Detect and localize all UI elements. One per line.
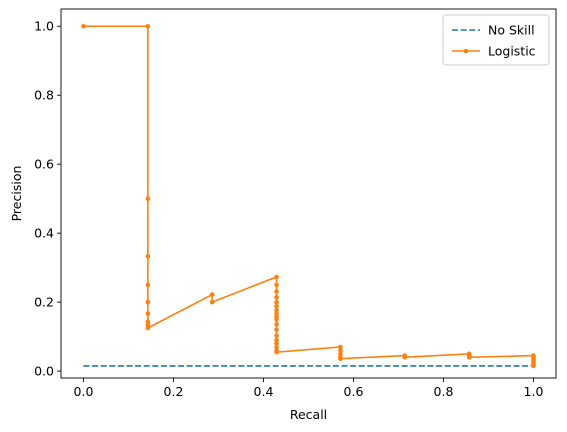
data-point (274, 283, 279, 288)
data-point (274, 295, 279, 300)
data-point (274, 275, 279, 280)
data-point (146, 254, 151, 259)
x-tick-label: 0.6 (344, 384, 364, 399)
legend-label-no-skill: No Skill (488, 23, 535, 38)
x-tick-label: 0.2 (164, 384, 184, 399)
legend-label-logistic: Logistic (488, 44, 536, 59)
y-axis-label: Precision (9, 166, 24, 222)
data-point (146, 311, 151, 316)
data-point (146, 24, 151, 29)
x-tick-label: 0.4 (254, 384, 274, 399)
y-tick-label: 1.0 (34, 19, 54, 34)
y-tick-label: 0.8 (34, 88, 54, 103)
data-point (210, 292, 215, 297)
y-tick-label: 0.4 (34, 226, 54, 241)
data-point (467, 355, 472, 360)
y-tick-label: 0.2 (34, 295, 54, 310)
x-tick-label: 1.0 (524, 384, 544, 399)
data-point (146, 196, 151, 201)
axes: 0.0 0.2 0.4 0.6 0.8 1.0 0.0 0.2 0.4 0.6 0.8 1.0 (34, 9, 556, 399)
data-point (274, 327, 279, 332)
series-line-logistic (84, 26, 534, 366)
y-tick-label: 0.0 (34, 364, 54, 379)
data-point (81, 24, 86, 29)
x-axis-label: Recall (290, 407, 327, 422)
data-point (531, 364, 536, 369)
data-point (274, 289, 279, 294)
data-point (403, 355, 408, 360)
data-point (274, 304, 279, 309)
data-point (146, 326, 151, 331)
data-point (338, 356, 343, 361)
legend-marker-logistic (464, 49, 469, 54)
data-point (210, 300, 215, 305)
data-point (146, 283, 151, 288)
data-point (146, 300, 151, 305)
plot-area (81, 24, 536, 368)
data-point (274, 317, 279, 322)
data-point (274, 322, 279, 327)
x-tick-label: 0.0 (74, 384, 94, 399)
data-point (274, 333, 279, 338)
data-point (274, 350, 279, 355)
y-tick-label: 0.6 (34, 157, 54, 172)
data-point (274, 300, 279, 305)
legend: No Skill Logistic (443, 15, 549, 65)
x-tick-label: 0.8 (434, 384, 454, 399)
